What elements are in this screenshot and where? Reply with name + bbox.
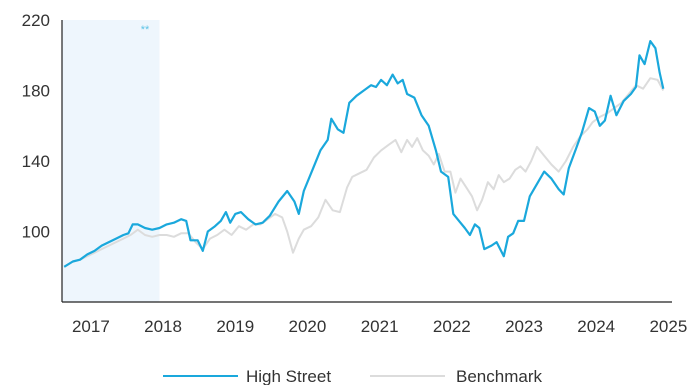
x-tick-label: 2021 [361, 317, 399, 336]
x-tick-label: 2017 [72, 317, 110, 336]
legend-label-high-street: High Street [246, 367, 331, 385]
y-tick-label: 220 [22, 11, 50, 30]
x-tick-label: 2024 [577, 317, 615, 336]
y-tick-label: 140 [22, 152, 50, 171]
y-tick-label: 180 [22, 82, 50, 101]
legend-label-benchmark: Benchmark [456, 367, 542, 385]
shaded-region-annotation: ** [141, 24, 150, 36]
x-tick-label: 2018 [144, 317, 182, 336]
y-ticks: 100 140 180 220 [22, 11, 50, 242]
x-tick-label: 2022 [433, 317, 471, 336]
shaded-region [62, 20, 160, 302]
legend: High Street Benchmark [163, 367, 542, 385]
y-tick-label: 100 [22, 223, 50, 242]
series-line-benchmark [63, 77, 665, 268]
x-tick-label: 2020 [289, 317, 327, 336]
x-ticks: 2017 2018 2019 2020 2021 2022 2023 2024 2025 [72, 317, 687, 336]
x-tick-label: 2025 [649, 317, 687, 336]
x-tick-label: 2023 [505, 317, 543, 336]
series-lines [63, 39, 665, 268]
x-tick-label: 2019 [216, 317, 254, 336]
series-line-high-street [63, 39, 665, 268]
